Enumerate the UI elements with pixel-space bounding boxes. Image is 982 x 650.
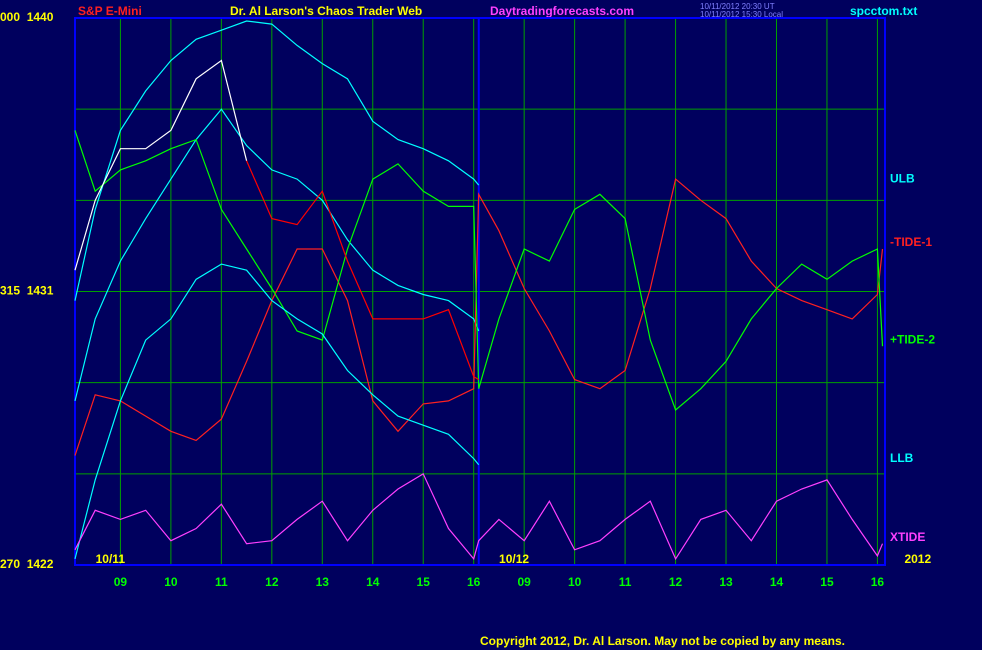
x-tick-label: 13: [316, 575, 330, 589]
legend-label: +TIDE-2: [890, 332, 935, 346]
series-line: [74, 263, 480, 560]
x-tick-label: 15: [820, 575, 834, 589]
x-tick-label: 14: [366, 575, 380, 589]
x-tick-label: 12: [265, 575, 279, 589]
legend-label: ULB: [890, 171, 915, 185]
series-line: [74, 472, 884, 561]
x-tick-label: 09: [517, 575, 531, 589]
x-tick-label: 16: [467, 575, 481, 589]
x-tick-label: 11: [215, 575, 228, 589]
series-line: [74, 108, 480, 402]
chart-title: Dr. Al Larson's Chaos Trader Web: [230, 4, 422, 18]
series-line: [74, 178, 884, 456]
file-name: spcctom.txt: [850, 4, 917, 18]
x-tick-label: 10: [568, 575, 582, 589]
website: Daytradingforecasts.com: [490, 4, 634, 18]
x-tick-label: 10: [164, 575, 178, 589]
symbol: S&P E-Mini: [78, 4, 142, 18]
legend-label: XTIDE: [890, 530, 925, 544]
y-tick-label: 000 1440: [0, 10, 54, 24]
x-tick-label: 14: [770, 575, 784, 589]
x-tick-label: 09: [114, 575, 128, 589]
timestamp: 10/11/2012 15:30 Local: [700, 10, 783, 19]
series-line: [246, 160, 480, 381]
plot-frame: [74, 17, 886, 566]
legend-label: LLB: [890, 451, 914, 465]
series-line: [74, 130, 884, 412]
timestamp: 10/11/2012 20:30 UT: [700, 2, 775, 11]
date-label: 10/12: [499, 552, 529, 566]
legend-label: -TIDE-1: [890, 235, 932, 249]
x-tick-label: 16: [871, 575, 885, 589]
x-tick-label: 11: [619, 575, 632, 589]
copyright: Copyright 2012, Dr. Al Larson. May not b…: [480, 634, 845, 648]
x-tick-label: 15: [417, 575, 431, 589]
x-tick-label: 12: [669, 575, 683, 589]
x-tick-label: 13: [719, 575, 733, 589]
series-line: [74, 59, 248, 271]
y-tick-label: 270 1422: [0, 557, 54, 571]
date-label: 10/11: [96, 552, 126, 566]
date-label: 2012: [904, 552, 931, 566]
y-tick-label: 315 1431: [0, 284, 54, 298]
series-line: [74, 20, 480, 301]
